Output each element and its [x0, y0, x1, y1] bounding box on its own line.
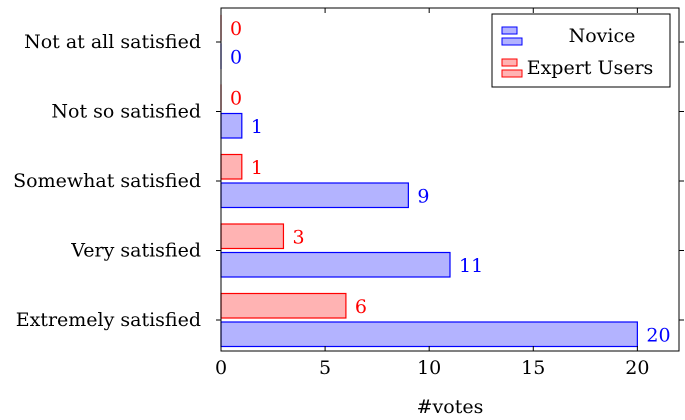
legend-swatch — [501, 37, 523, 46]
bar-expert — [220, 223, 285, 250]
bar-novice — [220, 321, 638, 348]
data-label-expert: 6 — [355, 296, 367, 318]
bar-novice — [220, 182, 409, 209]
bar-novice — [220, 251, 451, 278]
x-tick-label: 5 — [319, 357, 331, 379]
data-label-expert: 1 — [251, 157, 263, 179]
legend: Novice Expert Users — [491, 13, 671, 88]
category-label: Not so satisfied — [51, 101, 201, 123]
legend-swatch — [501, 58, 518, 67]
category-label: Extremely satisfied — [16, 309, 201, 331]
bar-expert — [220, 292, 347, 319]
data-label-expert: 0 — [230, 18, 242, 40]
plot-frame — [220, 7, 680, 352]
data-label-novice: 20 — [646, 324, 670, 346]
bar-novice — [220, 112, 243, 139]
data-label-expert: 3 — [292, 226, 304, 248]
legend-label: Novice — [569, 25, 636, 47]
data-label-novice: 1 — [251, 116, 263, 138]
data-label-novice: 11 — [459, 255, 483, 277]
legend-swatch — [501, 26, 518, 35]
x-tick-label: 10 — [417, 357, 441, 379]
legend-label: Expert Users — [527, 57, 654, 79]
x-tick-label: 15 — [521, 357, 545, 379]
bar-expert — [220, 153, 243, 180]
x-tick-label: 0 — [215, 357, 227, 379]
data-label-novice: 9 — [417, 185, 429, 207]
x-axis-title: #votes — [417, 396, 484, 418]
legend-swatch — [501, 69, 523, 78]
x-tick-label: 20 — [625, 357, 649, 379]
category-label: Somewhat satisfied — [13, 170, 201, 192]
data-label-novice: 0 — [230, 46, 242, 68]
category-label: Not at all satisfied — [24, 31, 201, 53]
data-label-expert: 0 — [230, 87, 242, 109]
category-label: Very satisfied — [70, 240, 201, 262]
